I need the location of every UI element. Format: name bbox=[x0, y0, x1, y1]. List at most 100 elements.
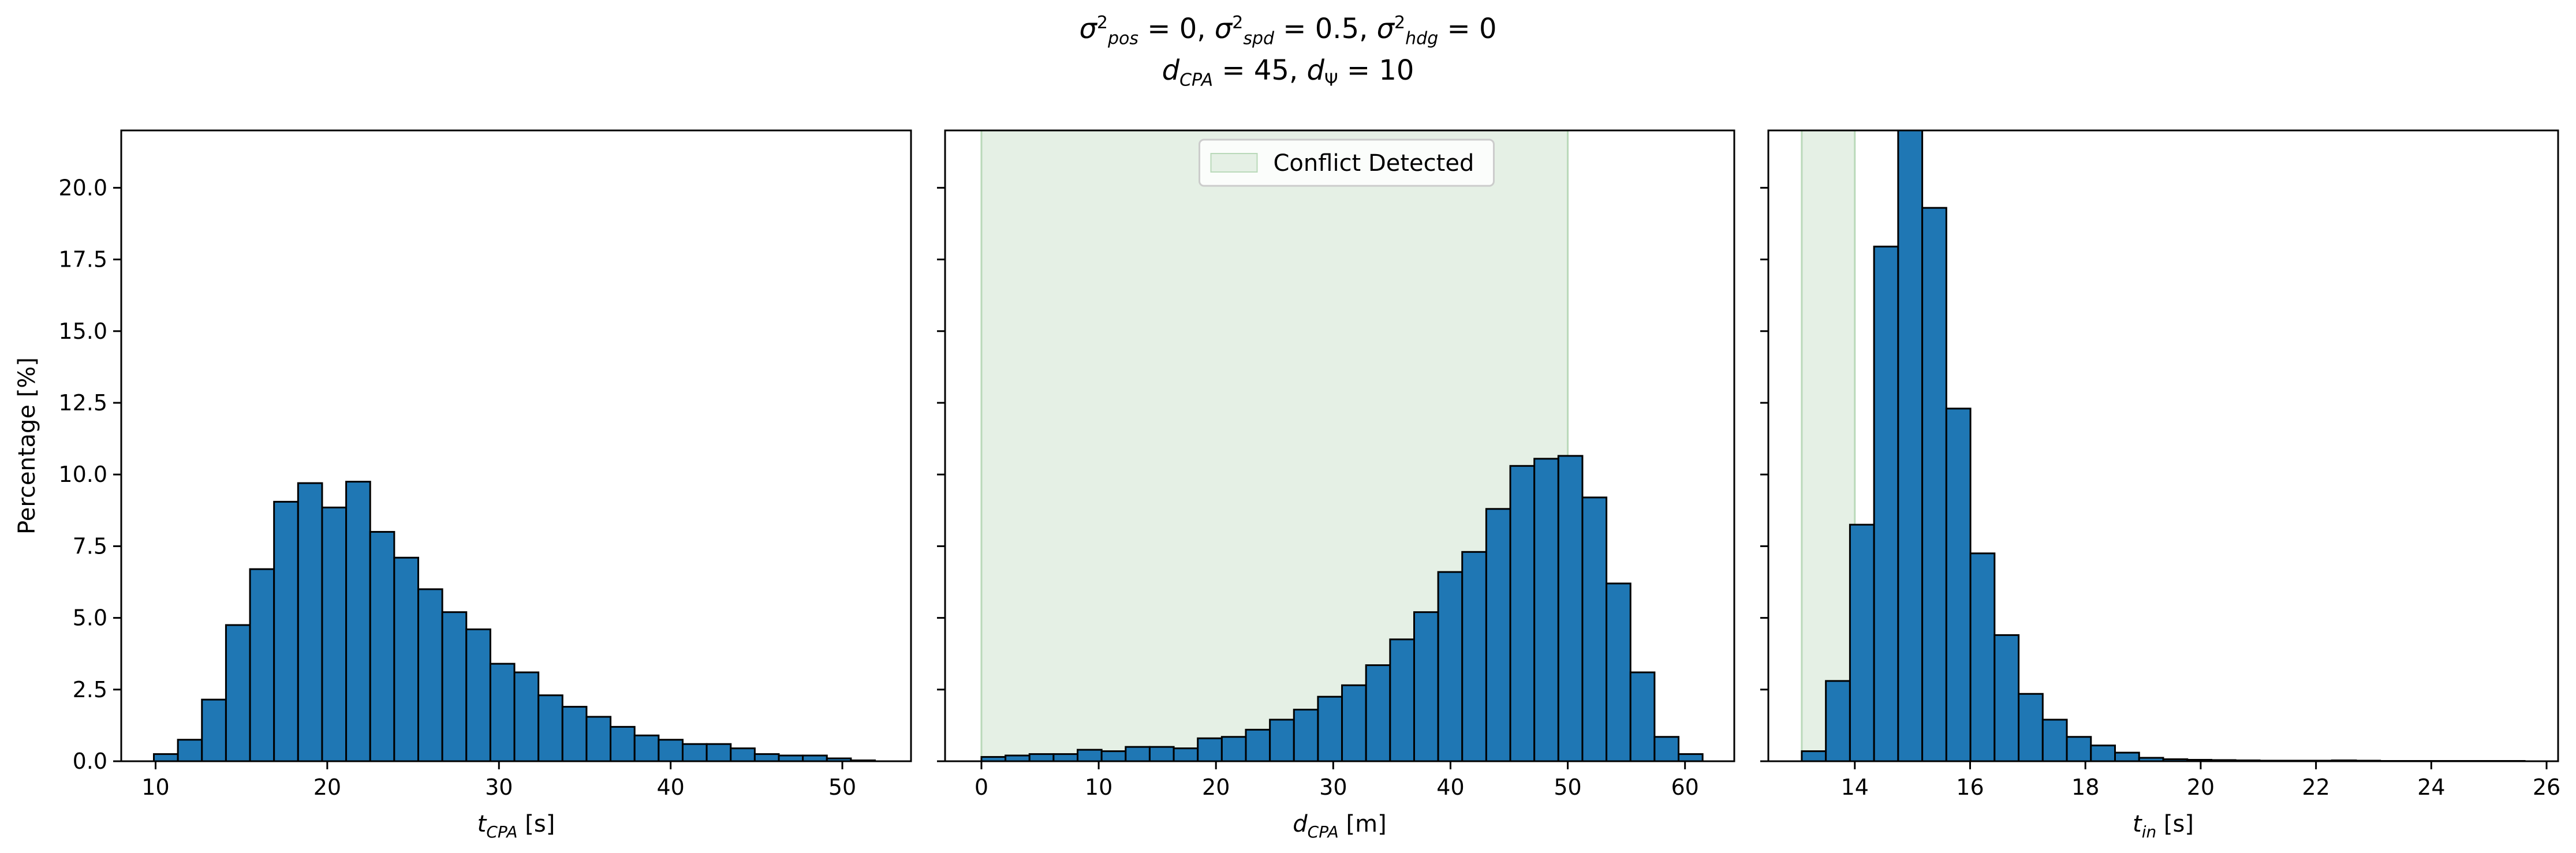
histogram-bar bbox=[1028, 753, 1055, 761]
x-tick-label: 30 bbox=[1319, 775, 1347, 800]
histogram-bar bbox=[1341, 684, 1367, 761]
histogram-bar bbox=[393, 556, 419, 761]
chart-panel-tin: 14 16 18 20 22 24 26 tin [s] bbox=[1760, 129, 2560, 841]
histogram-bar bbox=[465, 628, 491, 761]
x-tick-label: 40 bbox=[656, 775, 684, 800]
histogram-bar bbox=[633, 734, 660, 761]
histogram-bar bbox=[1197, 737, 1223, 761]
plot-frame bbox=[1767, 129, 2559, 762]
x-tick-label: 10 bbox=[1085, 775, 1112, 800]
x-tick-label: 20 bbox=[313, 775, 341, 800]
figure-title-line1: σ2pos = 0, σ2spd = 0.5, σ2hdg = 0 bbox=[1079, 13, 1497, 49]
histogram-bar bbox=[345, 481, 371, 761]
histogram-bar bbox=[321, 506, 348, 761]
legend-box bbox=[1199, 139, 1495, 187]
histogram-bar bbox=[1678, 753, 1704, 761]
histogram-bar bbox=[1921, 207, 1947, 761]
y-tick-label: 12.5 bbox=[58, 390, 107, 416]
x-axis-label: dCPA [m] bbox=[1293, 811, 1386, 841]
histogram-bar bbox=[1873, 245, 1899, 761]
histogram-bar bbox=[1220, 736, 1247, 761]
histogram-bar bbox=[1993, 634, 2020, 761]
x-tick-label: 14 bbox=[1841, 775, 1869, 800]
histogram-bar bbox=[201, 698, 227, 761]
histogram-bar bbox=[681, 743, 708, 761]
histogram-bar bbox=[1509, 465, 1536, 761]
legend-label: Conflict Detected bbox=[1274, 150, 1474, 177]
x-tick-label: 20 bbox=[1202, 775, 1230, 800]
x-tick-label: 18 bbox=[2071, 775, 2099, 800]
x-axis-label: tCPA [s] bbox=[477, 811, 555, 841]
x-tick-label: 50 bbox=[1554, 775, 1581, 800]
x-tick-label: 24 bbox=[2417, 775, 2445, 800]
histogram-bar bbox=[585, 716, 612, 761]
histogram-bar bbox=[1148, 746, 1175, 761]
histogram-bar bbox=[561, 706, 588, 761]
histogram-bar bbox=[1317, 695, 1343, 761]
histogram-bar bbox=[1849, 523, 1875, 761]
x-tick-label: 16 bbox=[1956, 775, 1984, 800]
plot-frame bbox=[944, 129, 1735, 762]
histogram-bar bbox=[1945, 407, 1972, 761]
legend-swatch bbox=[1210, 153, 1258, 173]
histogram-bar bbox=[1125, 746, 1151, 761]
x-tick-label: 40 bbox=[1436, 775, 1464, 800]
plot-frame bbox=[120, 129, 912, 762]
y-tick-label: 10.0 bbox=[58, 462, 107, 487]
histogram-bar bbox=[225, 624, 251, 761]
histogram-bar bbox=[1245, 728, 1271, 761]
histogram-bar bbox=[2018, 693, 2044, 761]
histogram-bar bbox=[1437, 571, 1464, 761]
histogram-bar bbox=[1413, 611, 1439, 761]
y-tick-label: 2.5 bbox=[73, 677, 107, 702]
histogram-bar bbox=[1052, 753, 1079, 761]
y-tick-label: 20.0 bbox=[58, 175, 107, 200]
x-tick-label: 20 bbox=[2187, 775, 2215, 800]
histogram-bar bbox=[1825, 680, 1851, 761]
histogram-bar bbox=[1100, 750, 1127, 761]
histogram-bar bbox=[441, 611, 468, 761]
chart-panel-dcpa: 0 10 20 30 40 50 60 dCPA [m] Conflict Detected bbox=[937, 129, 1735, 841]
histogram-bar bbox=[610, 725, 636, 761]
histogram-bar bbox=[417, 588, 443, 761]
histogram-bar bbox=[2066, 736, 2092, 761]
histogram-bar bbox=[249, 568, 275, 761]
y-tick-label: 15.0 bbox=[58, 319, 107, 344]
histogram-bar bbox=[1533, 458, 1559, 761]
x-axis-label: tin [s] bbox=[2133, 811, 2194, 841]
x-tick-label: 22 bbox=[2302, 775, 2329, 800]
histogram-bar bbox=[1897, 130, 1924, 761]
histogram-bar bbox=[273, 500, 299, 761]
histogram-bar bbox=[369, 531, 395, 761]
histogram-bar bbox=[1389, 638, 1415, 761]
plot-area bbox=[1801, 130, 2526, 761]
figure-title-line2: dCPA = 45, dΨ = 10 bbox=[1162, 54, 1414, 91]
plot-area bbox=[153, 481, 876, 761]
histogram-bar bbox=[705, 743, 732, 761]
histogram-bar bbox=[1653, 736, 1680, 761]
y-tick-label: 7.5 bbox=[73, 533, 107, 559]
y-tick-label: 0.0 bbox=[73, 749, 107, 774]
x-tick-label: 50 bbox=[828, 775, 856, 800]
chart-panel-tcpa: 10 20 30 40 50 0.0 2.5 5.0 7.5 10.0 12.5 15.0 17.5 20… bbox=[14, 129, 912, 841]
histogram-bar bbox=[177, 739, 203, 761]
histogram-bar bbox=[1969, 552, 1996, 761]
x-tick-label: 10 bbox=[141, 775, 169, 800]
histogram-bar bbox=[297, 482, 323, 761]
histogram-bar bbox=[1485, 508, 1511, 761]
histogram-bar bbox=[489, 663, 516, 761]
histogram-bar bbox=[513, 671, 540, 761]
histogram-bar bbox=[1581, 496, 1608, 761]
histogram-bar bbox=[537, 694, 563, 761]
histogram-bar bbox=[1077, 749, 1103, 761]
histogram-bar bbox=[1173, 747, 1199, 761]
histogram-bar bbox=[1606, 582, 1632, 761]
histogram-bar bbox=[658, 739, 684, 761]
histogram-bar bbox=[1801, 750, 1827, 761]
histogram-bar bbox=[1557, 455, 1584, 761]
histogram-bar bbox=[2114, 751, 2140, 761]
histogram-bar bbox=[1293, 709, 1319, 761]
histogram-bar bbox=[153, 753, 179, 761]
plot-area bbox=[980, 130, 1704, 761]
